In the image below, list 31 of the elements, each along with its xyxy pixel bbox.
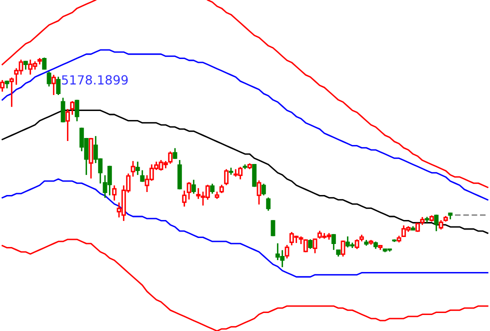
candlestick (256, 180, 262, 204)
candlestick (252, 164, 257, 187)
candlestick (284, 244, 290, 258)
candlestick (191, 180, 196, 194)
candlestick (182, 190, 187, 207)
candlestick (224, 169, 229, 186)
candlestick (266, 197, 271, 211)
candlestick (46, 72, 52, 86)
candlestick (270, 220, 276, 236)
candlestick (172, 148, 178, 159)
annotation: 5178.1899 (62, 75, 128, 85)
candlestick (56, 76, 61, 95)
candlestick (205, 184, 210, 200)
candlestick (303, 239, 308, 252)
candlestick (107, 166, 112, 196)
candlestick (434, 214, 439, 232)
candlestick (51, 74, 56, 95)
candlestick (186, 182, 192, 200)
candlestick (135, 162, 140, 175)
candlestick (42, 58, 47, 70)
candlestick (0, 80, 5, 92)
candlestick (28, 60, 33, 75)
candlestick (74, 100, 80, 122)
candlestick (261, 184, 266, 196)
candlestick (340, 240, 346, 257)
candlestick (130, 161, 136, 177)
candlestick (312, 238, 318, 254)
candlestick (60, 98, 66, 122)
candlestick (196, 188, 201, 199)
candlestick (177, 160, 182, 190)
candlestick (112, 185, 117, 201)
